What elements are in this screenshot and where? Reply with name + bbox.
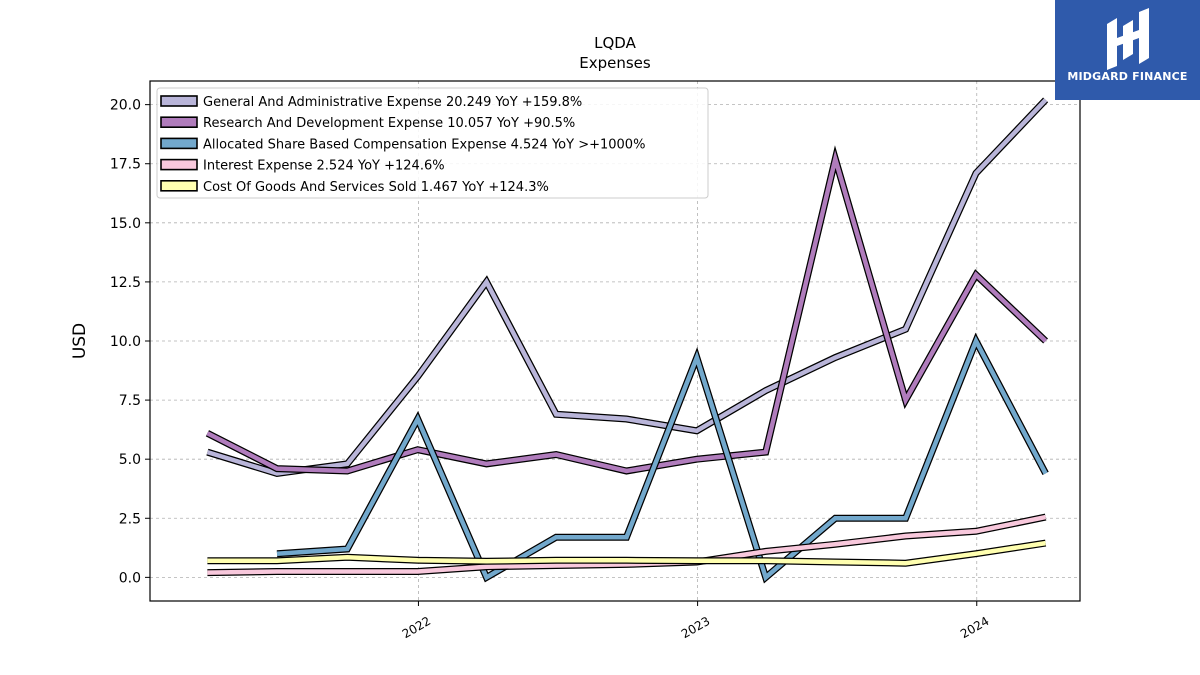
x-tick-label: 2024 — [958, 614, 991, 641]
series-2 — [276, 332, 1049, 584]
legend-entry: Interest Expense 2.524 YoY +124.6% — [203, 159, 445, 174]
series-lines — [205, 97, 1049, 584]
chart-subtitle: Expenses — [579, 54, 651, 72]
legend-swatch — [160, 116, 198, 128]
y-tick-label: 5.0 — [119, 452, 141, 468]
chart-title: LQDA — [594, 34, 636, 52]
legend-swatch — [160, 158, 198, 171]
series-line-outline — [205, 145, 1049, 475]
y-tick-label: 0.0 — [119, 570, 141, 586]
brand-mark-icon — [1107, 8, 1149, 70]
series-0 — [206, 97, 1049, 477]
brand-logo: MIDGARD FINANCE — [1055, 0, 1200, 100]
legend: General And Administrative Expense 20.24… — [156, 87, 709, 199]
x-tick-label: 2023 — [679, 614, 712, 641]
legend-entry: Allocated Share Based Compensation Expen… — [203, 137, 645, 152]
legend-swatch — [160, 180, 198, 192]
series-3 — [207, 513, 1047, 577]
series-line — [207, 514, 1047, 575]
legend-swatch — [160, 137, 198, 150]
x-tick-label: 2022 — [400, 614, 433, 641]
y-tick-label: 7.5 — [119, 393, 141, 409]
y-tick-label: 17.5 — [110, 157, 141, 173]
y-axis-label: USD — [70, 323, 90, 359]
legend-entry: Research And Development Expense 10.057 … — [203, 116, 575, 131]
legend-swatch — [160, 95, 198, 107]
legend-entry: General And Administrative Expense 20.24… — [203, 95, 582, 110]
y-tick-label: 20.0 — [110, 98, 141, 114]
legend-entry: Cost Of Goods And Services Sold 1.467 Yo… — [203, 180, 549, 195]
y-tick-label: 12.5 — [110, 275, 141, 291]
series-line — [206, 150, 1048, 474]
plot-frame — [149, 80, 1081, 602]
series-4 — [207, 539, 1047, 567]
y-tick-label: 15.0 — [110, 216, 141, 232]
series-line — [206, 98, 1048, 476]
y-tick-label: 2.5 — [119, 511, 141, 527]
y-tick-label: 10.0 — [110, 334, 141, 350]
series-line — [207, 540, 1046, 566]
series-1 — [205, 145, 1049, 475]
series-line — [276, 335, 1048, 582]
legend-box — [156, 87, 709, 199]
brand-name: MIDGARD FINANCE — [1067, 70, 1188, 83]
